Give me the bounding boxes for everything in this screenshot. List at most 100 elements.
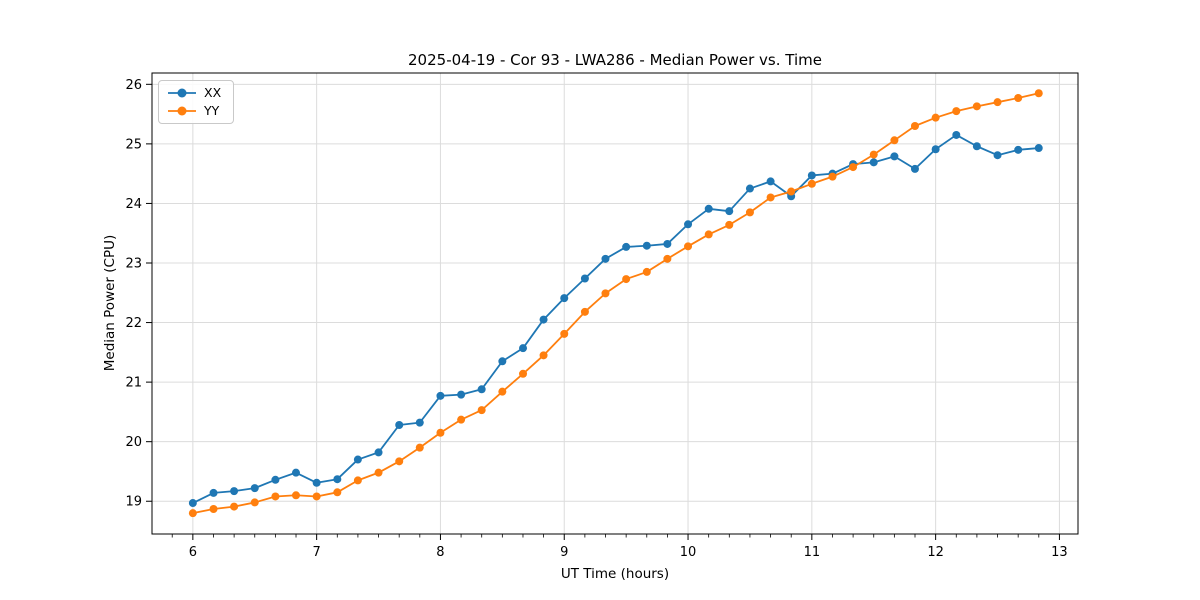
data-point-xx — [353, 455, 362, 464]
chart-title: 2025-04-19 - Cor 93 - LWA286 - Median Po… — [408, 51, 822, 69]
data-point-yy — [519, 369, 528, 378]
legend-label-xx: XX — [204, 85, 222, 100]
data-point-xx — [250, 484, 259, 493]
data-point-yy — [477, 406, 486, 415]
data-point-yy — [374, 468, 383, 477]
data-point-xx — [952, 130, 961, 139]
tick-label: 26 — [125, 78, 142, 93]
data-point-yy — [539, 351, 548, 360]
tick-label: 7 — [313, 545, 321, 560]
data-point-xx — [704, 204, 713, 213]
tick-label: 19 — [125, 495, 142, 510]
data-point-xx — [601, 254, 610, 263]
data-point-xx — [642, 241, 651, 250]
gridlines — [152, 73, 1078, 534]
data-point-yy — [622, 275, 631, 284]
data-point-yy — [704, 230, 713, 239]
tick-label: 13 — [1051, 545, 1068, 560]
data-point-yy — [498, 387, 507, 396]
tick-label: 22 — [125, 316, 142, 331]
data-point-yy — [745, 208, 754, 217]
data-point-xx — [910, 164, 919, 173]
data-point-yy — [725, 220, 734, 229]
data-point-yy — [1034, 89, 1043, 98]
data-point-xx — [539, 315, 548, 324]
legend-item-yy: YY — [167, 104, 221, 118]
data-point-xx — [1014, 145, 1023, 154]
data-point-yy — [663, 254, 672, 263]
data-point-xx — [807, 171, 816, 180]
data-point-yy — [849, 163, 858, 172]
tick-label: 11 — [804, 545, 821, 560]
data-point-yy — [952, 107, 961, 116]
data-point-yy — [993, 98, 1002, 107]
xx-line-swatch-icon — [168, 88, 196, 98]
axis-ticks — [146, 83, 1060, 540]
data-point-xx — [333, 475, 342, 484]
data-point-xx — [766, 177, 775, 186]
data-point-xx — [931, 145, 940, 154]
data-point-xx — [560, 294, 569, 303]
data-point-yy — [188, 509, 197, 518]
data-point-yy — [353, 476, 362, 485]
tick-label: 24 — [125, 197, 142, 212]
yy-line-swatch-icon — [168, 106, 196, 116]
data-point-yy — [787, 187, 796, 196]
data-point-xx — [684, 220, 693, 229]
tick-label: 9 — [560, 545, 568, 560]
data-point-yy — [601, 289, 610, 298]
data-point-xx — [725, 207, 734, 216]
legend-item-xx: XX — [167, 86, 221, 100]
data-point-yy — [333, 488, 342, 497]
data-point-xx — [1034, 144, 1043, 153]
data-point-yy — [436, 428, 445, 437]
data-point-xx — [271, 475, 280, 484]
data-point-yy — [684, 242, 693, 251]
data-point-yy — [457, 415, 466, 424]
data-point-xx — [436, 391, 445, 400]
data-point-xx — [291, 468, 300, 477]
data-point-xx — [230, 487, 239, 496]
data-point-yy — [1014, 94, 1023, 103]
data-point-yy — [807, 179, 816, 188]
data-point-yy — [580, 307, 589, 316]
data-point-yy — [209, 504, 218, 513]
tick-label: 8 — [436, 545, 444, 560]
line-xx — [191, 134, 1040, 504]
data-point-xx — [415, 418, 424, 427]
data-point-yy — [560, 329, 569, 338]
line-yy — [191, 92, 1040, 515]
data-point-yy — [869, 150, 878, 159]
data-point-yy — [291, 491, 300, 500]
series-xx — [188, 130, 1043, 508]
data-point-yy — [230, 502, 239, 511]
tick-label: 12 — [927, 545, 944, 560]
tick-label: 21 — [125, 376, 142, 391]
data-point-xx — [477, 385, 486, 394]
data-point-xx — [663, 239, 672, 248]
tick-label: 20 — [125, 435, 142, 450]
data-point-yy — [642, 267, 651, 276]
data-point-xx — [498, 357, 507, 366]
data-point-yy — [910, 122, 919, 131]
data-point-yy — [890, 136, 899, 145]
data-point-yy — [312, 492, 321, 501]
tick-labels: 6 7 8 9 10 11 12 13 19 20 21 22 23 24 25 26 — [125, 78, 1067, 560]
data-point-yy — [271, 492, 280, 501]
legend-label-yy: YY — [204, 103, 220, 118]
data-point-yy — [395, 457, 404, 466]
data-point-xx — [580, 274, 589, 283]
legend: XX YY — [158, 80, 235, 124]
data-point-xx — [312, 478, 321, 487]
data-point-xx — [890, 152, 899, 161]
data-point-xx — [745, 184, 754, 193]
data-point-xx — [395, 421, 404, 430]
data-point-yy — [972, 102, 981, 111]
y-axis-label: Median Power (CPU) — [102, 234, 118, 372]
tick-label: 25 — [125, 137, 142, 152]
series-yy — [188, 89, 1043, 518]
data-point-xx — [972, 142, 981, 151]
plot-border — [151, 72, 1079, 535]
